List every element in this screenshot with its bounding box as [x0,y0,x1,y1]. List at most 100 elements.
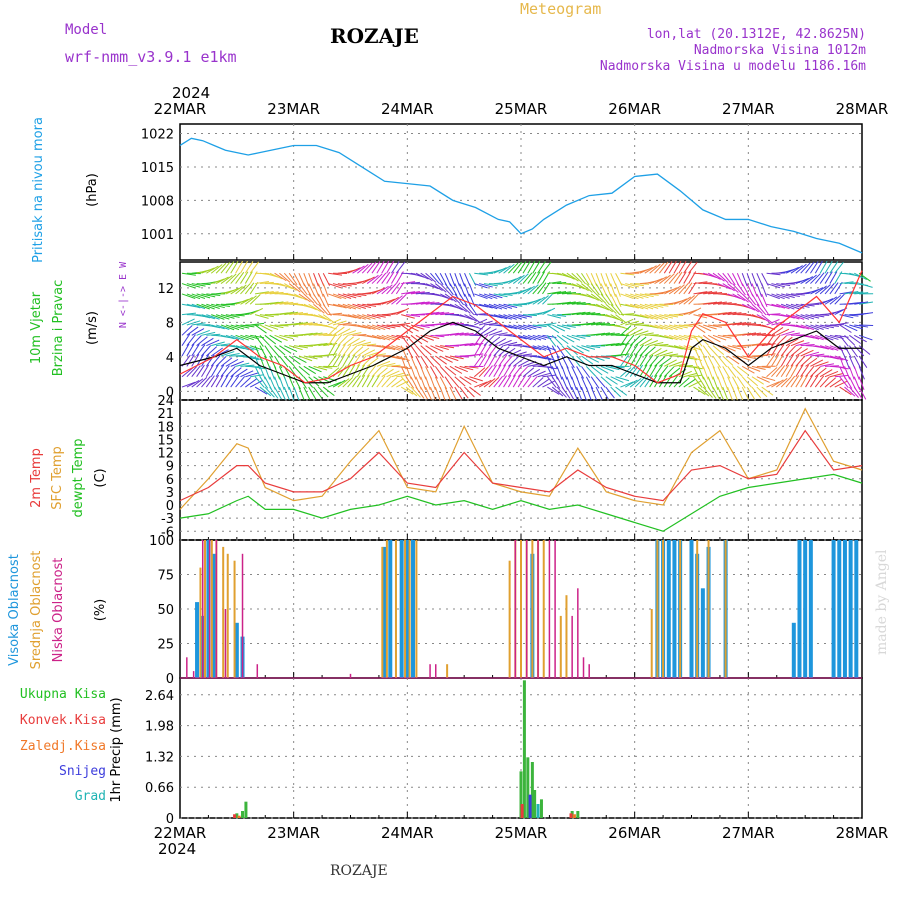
wind-arrow [537,372,552,378]
wind-arrow [751,386,762,399]
wind-arrow [697,345,706,359]
cloud-bar [381,546,384,678]
wind-arrow [664,353,679,357]
wind-arrow [576,386,583,401]
wind-arrow [834,322,849,326]
wind-arrow [332,379,346,388]
wind-arrow [288,283,301,293]
wind-arrow [561,272,575,280]
wind-arrow [571,283,585,290]
wind-arrow [220,275,233,284]
wind-arrow [396,322,411,326]
wind-arrow [697,376,707,389]
wind-arrow [522,260,531,274]
wind-arrow [191,328,205,336]
wind-arrow [478,354,488,367]
chart-marks [179,137,874,818]
wind-arrow [805,314,820,319]
wind-arrow [250,374,265,378]
wind-arrow [235,376,246,388]
cloud-bar [206,540,211,678]
wind-arrow [284,311,299,316]
wind-arrow [668,260,677,274]
wind-arrow [741,365,755,374]
wind-arrow [571,376,577,391]
wind-arrow [508,262,519,274]
wind-arrow [332,303,347,309]
wind-arrow [576,283,589,292]
wind-arrow [396,365,411,370]
wind-arrow [308,303,321,312]
wind-arrow [503,355,513,367]
wind-arrow [215,262,227,274]
wind-arrow [376,260,385,274]
wind-arrow [362,324,376,330]
wind-arrow [532,324,547,328]
wind-arrow [771,283,786,288]
wind-arrow [303,283,312,296]
wind-arrow [425,386,432,400]
y-tick-label: 1022 [141,128,174,143]
wind-arrow [522,324,537,330]
wind-arrow [191,365,201,378]
wind-arrow [303,293,315,304]
wind-arrow [800,276,814,284]
wind-arrow [800,349,814,357]
wind-arrow [240,370,254,378]
wind-arrow [717,302,732,305]
wind-arrow [186,379,200,388]
y-tick-label: 3 [166,486,174,501]
legend-grad: Grad [75,789,106,804]
wind-arrow [464,283,470,297]
wind-arrow [625,303,639,309]
wind-arrow [322,314,335,324]
wind-arrow [785,303,800,310]
wind-arrow [693,324,706,334]
wind-arrow [454,303,467,313]
wind-arrow [547,314,562,319]
cloud-bar [571,615,573,678]
wind-arrow [230,345,245,350]
wind-arrow [707,366,714,380]
wind-arrow [848,366,855,380]
wind-arrow [493,345,504,357]
wind-arrow [376,272,387,284]
wind-arrow [264,376,272,390]
wind-arrow [732,312,747,316]
wind-arrow [693,291,708,295]
wind-arrow [527,271,537,284]
wind-arrow [547,386,560,395]
cloud-bar [672,540,677,678]
time-labels-top: 22MAR 23MAR 24MAR 25MAR 26MAR 27MAR 28MAR [154,100,889,118]
wind-arrow [313,342,328,347]
wind-arrow [678,271,687,284]
wind-arrow [702,366,709,380]
wind-arrow [454,365,468,373]
wind-arrow [259,386,272,397]
t2m-ylabel: 2m Temp [29,448,44,508]
wind-arrow [449,376,460,388]
wind-arrow [264,355,271,370]
wind-arrow [191,303,206,310]
wind-arrow [605,376,618,385]
wind-arrow [303,322,318,326]
wind-arrow [673,363,688,367]
wind-arrow [454,273,461,287]
wind-arrow [854,324,869,328]
wind-arrow [342,303,357,310]
wind-arrow [240,260,249,274]
wind-arrow [620,367,632,378]
wind-arrow [527,260,536,274]
wind-arrow [664,334,678,341]
wind-arrow [556,366,563,380]
cloud-bar [842,540,847,678]
wind-arrow [439,272,448,286]
wind-arrow [824,345,839,351]
wind-arrow [371,334,386,341]
wind-arrow [483,328,497,336]
wind-arrow [702,334,715,345]
wind-arrow [196,377,208,388]
wind-arrow [751,293,760,307]
t2m-line [179,429,863,502]
wind-arrow [298,365,311,376]
